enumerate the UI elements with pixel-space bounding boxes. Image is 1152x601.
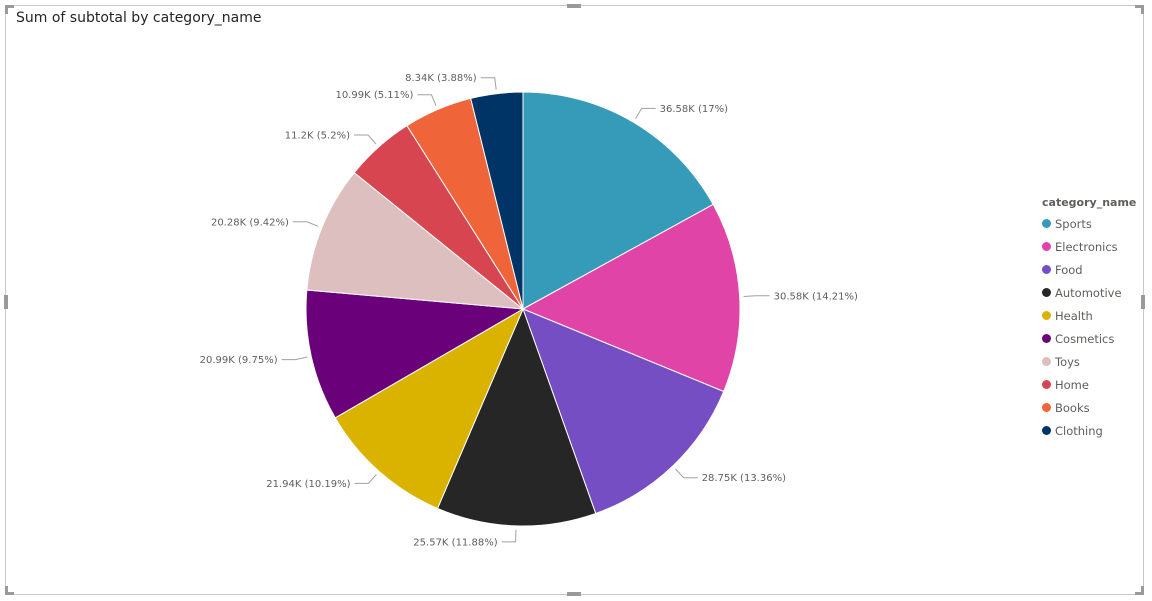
resize-handle-bottom-right-h[interactable] xyxy=(1135,592,1144,595)
legend-item-cosmetics[interactable]: Cosmetics xyxy=(1042,327,1152,350)
leader-line-electronics xyxy=(743,295,770,297)
data-label-cosmetics: 20.99K (9.75%) xyxy=(200,355,278,366)
legend: category_name Sports Electronics Food Autom… xyxy=(1042,194,1152,442)
legend-item-automotive[interactable]: Automotive xyxy=(1042,281,1152,304)
data-label-toys: 20.28K (9.42%) xyxy=(211,217,289,228)
legend-label: Clothing xyxy=(1055,423,1103,438)
pie-slice-cosmetics[interactable] xyxy=(305,289,525,419)
legend-swatch-icon xyxy=(1042,311,1051,320)
pie-chart-svg: 36.58K (17%) 30.58K (14.21%) 28.75K (13.36… xyxy=(200,73,858,548)
legend-swatch-icon xyxy=(1042,288,1051,297)
resize-handle-top-left-v[interactable] xyxy=(5,5,8,14)
leader-line-books xyxy=(417,94,437,106)
legend-label: Home xyxy=(1055,377,1089,392)
legend-swatch-icon xyxy=(1042,265,1051,274)
pie-slice-electronics[interactable] xyxy=(521,203,741,393)
legend-item-toys[interactable]: Toys xyxy=(1042,350,1152,373)
pie-slice-health[interactable] xyxy=(334,307,525,510)
resize-handle-top-left-h[interactable] xyxy=(5,5,14,8)
pie-chart-visual[interactable]: Sum of subtotal by category_name 36.58K … xyxy=(5,5,1144,595)
legend-label: Books xyxy=(1055,400,1090,415)
legend-title: category_name xyxy=(1042,196,1137,209)
legend-swatch-icon xyxy=(1042,380,1051,389)
leader-line-cosmetics xyxy=(281,356,308,361)
data-label-sports: 36.58K (17%) xyxy=(660,104,728,115)
data-label-health: 21.94K (10.19%) xyxy=(266,479,350,490)
legend-item-sports[interactable]: Sports xyxy=(1042,212,1152,235)
chart-title: Sum of subtotal by category_name xyxy=(16,10,262,26)
legend-swatch-icon xyxy=(1042,334,1051,343)
resize-handle-right[interactable] xyxy=(1141,295,1145,309)
leader-line-food xyxy=(675,468,698,479)
data-label-books: 10.99K (5.11%) xyxy=(335,90,413,101)
leader-line-automotive xyxy=(501,529,517,543)
legend-label: Health xyxy=(1055,308,1093,323)
pie-slice-toys[interactable] xyxy=(306,171,525,310)
legend-item-home[interactable]: Home xyxy=(1042,373,1152,396)
resize-handle-left[interactable] xyxy=(4,295,8,309)
legend-label: Sports xyxy=(1055,216,1092,231)
legend-item-books[interactable]: Books xyxy=(1042,396,1152,419)
pie-slice-sports[interactable] xyxy=(522,91,714,310)
legend-label: Food xyxy=(1055,262,1083,277)
leader-line-clothing xyxy=(480,77,497,90)
data-label-home: 11.2K (5.2%) xyxy=(285,131,350,142)
resize-handle-bottom-right-v[interactable] xyxy=(1141,586,1144,595)
resize-handle-top[interactable] xyxy=(567,4,581,8)
resize-handle-top-right-h[interactable] xyxy=(1135,5,1144,8)
data-label-clothing: 8.34K (3.88%) xyxy=(405,73,477,84)
legend-label: Automotive xyxy=(1055,285,1122,300)
leader-line-home xyxy=(354,134,377,145)
legend-label: Toys xyxy=(1055,354,1080,369)
legend-label: Cosmetics xyxy=(1055,331,1115,346)
leader-line-toys xyxy=(292,221,319,227)
pie-slice-food[interactable] xyxy=(522,308,725,515)
pie-slice-automotive[interactable] xyxy=(436,307,597,527)
legend-swatch-icon xyxy=(1042,426,1051,435)
legend-swatch-icon xyxy=(1042,219,1051,228)
legend-item-electronics[interactable]: Electronics xyxy=(1042,235,1152,258)
pie-slice-clothing[interactable] xyxy=(470,91,524,310)
legend-item-food[interactable]: Food xyxy=(1042,258,1152,281)
data-label-food: 28.75K (13.36%) xyxy=(702,473,786,484)
legend-label: Electronics xyxy=(1055,239,1118,254)
resize-handle-bottom-left-v[interactable] xyxy=(5,586,8,595)
leader-line-health xyxy=(354,474,377,484)
data-label-electronics: 30.58K (14.21%) xyxy=(774,291,858,302)
leader-line-sports xyxy=(635,107,656,120)
resize-handle-top-right-v[interactable] xyxy=(1141,5,1144,14)
legend-swatch-icon xyxy=(1042,242,1051,251)
resize-handle-bottom-left-h[interactable] xyxy=(5,592,14,595)
legend-item-clothing[interactable]: Clothing xyxy=(1042,419,1152,442)
resize-handle-bottom[interactable] xyxy=(567,592,581,596)
data-label-automotive: 25.57K (11.88%) xyxy=(413,537,497,548)
legend-item-health[interactable]: Health xyxy=(1042,304,1152,327)
legend-swatch-icon xyxy=(1042,403,1051,412)
legend-swatch-icon xyxy=(1042,357,1051,366)
